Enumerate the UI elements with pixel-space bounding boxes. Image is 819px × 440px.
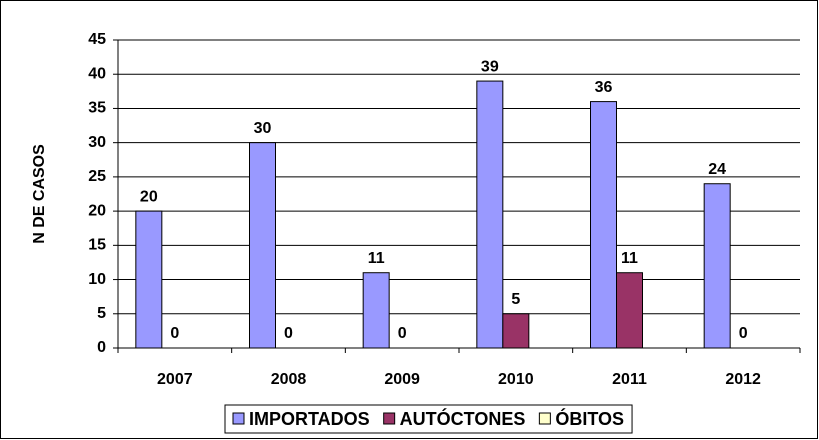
bar [703,183,731,349]
x-tick-label: 2011 [612,371,647,388]
data-label: 24 [708,161,726,178]
data-label: 36 [595,79,613,96]
legend-label: AUTÓCTONES [400,408,526,429]
data-label: 0 [284,325,293,342]
data-label: 39 [481,58,499,75]
y-tick-label: 0 [97,339,106,356]
data-label: 5 [511,291,520,308]
bar [590,101,617,349]
y-tick-label: 35 [88,100,106,117]
y-tick-label: 20 [88,202,106,219]
x-tick-label: 2010 [498,371,534,388]
x-tick-label: 2009 [384,371,420,388]
legend-label: IMPORTADOS [249,409,370,429]
data-label: 0 [398,325,407,342]
data-label: 0 [739,325,748,342]
x-tick-label: 2007 [157,371,193,388]
bar [135,210,163,349]
y-tick-label: 25 [88,168,106,185]
y-tick-label: 10 [88,271,106,288]
bar [249,142,276,349]
legend-box [224,404,633,434]
legend-swatch [232,412,245,425]
legend-swatch [383,412,396,425]
data-label: 11 [368,250,385,267]
y-tick-label: 15 [88,237,106,254]
y-tick-label: 40 [88,65,106,82]
bar [616,272,643,349]
y-axis-title: N DE CASOS [31,144,48,244]
legend-label: ÓBITOS [555,408,624,429]
data-label: 0 [170,325,179,342]
y-tick-label: 30 [88,134,106,151]
bar [476,80,504,349]
y-tick-label: 5 [97,305,106,322]
data-label: 20 [140,188,158,205]
data-label: 11 [621,250,638,267]
y-tick-label: 45 [88,31,106,48]
bar [362,272,390,349]
bar [502,313,530,349]
x-tick-label: 2012 [725,371,761,388]
legend-swatch [538,412,551,425]
x-tick-label: 2008 [271,371,307,388]
data-label: 30 [254,120,272,137]
